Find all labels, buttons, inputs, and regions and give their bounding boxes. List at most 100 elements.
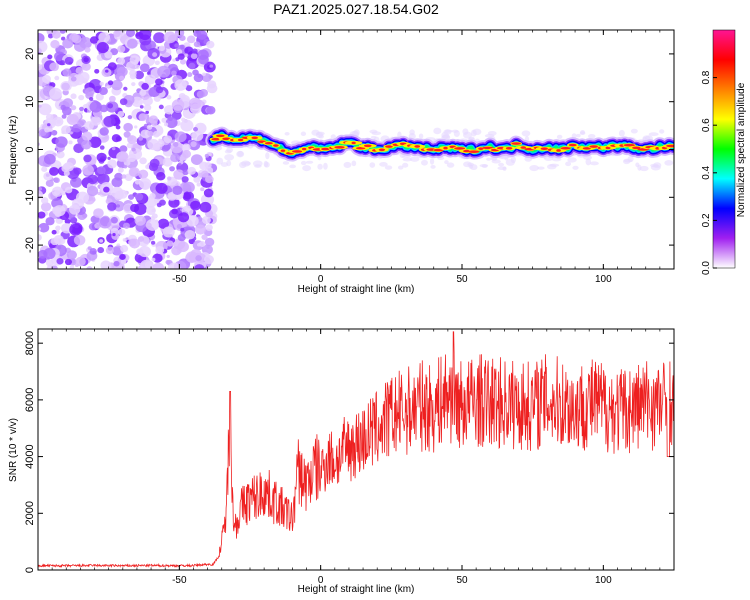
noise-blob [62, 106, 72, 116]
snr-series-line [38, 331, 674, 569]
x-tick-label: 50 [456, 274, 468, 285]
noise-blob [163, 31, 177, 44]
noise-blob [208, 74, 213, 79]
noise-blob [163, 135, 173, 144]
noise-blob [62, 165, 67, 170]
noise-blob [71, 34, 82, 44]
y-tick-label: 2000 [24, 501, 36, 525]
noise-blob [117, 45, 126, 53]
faint-blob [587, 134, 596, 139]
noise-blob [182, 169, 189, 176]
noise-blob [95, 93, 104, 101]
noise-blob [62, 98, 74, 108]
noise-blob [38, 186, 43, 191]
noise-blob [201, 234, 208, 240]
noise-blob [53, 177, 60, 184]
ridge-core [385, 145, 393, 148]
noise-blob [205, 224, 213, 231]
noise-blob [51, 129, 58, 136]
noise-blob [111, 79, 123, 91]
noise-blob [184, 46, 194, 55]
noise-blob [174, 131, 187, 143]
noise-blob [127, 135, 137, 145]
noise-blob [172, 58, 176, 62]
faint-blob [282, 161, 290, 165]
noise-blob [84, 87, 95, 97]
colorbar-tick-label: 0.6 [701, 118, 712, 132]
noise-blob [116, 204, 121, 208]
faint-blob [433, 127, 442, 135]
faint-blob [537, 166, 545, 170]
faint-blob [300, 160, 307, 166]
noise-blob [190, 154, 203, 165]
ridge-core [589, 145, 599, 148]
noise-blob [89, 101, 103, 113]
noise-blob [40, 202, 52, 212]
faint-blob [305, 160, 314, 164]
noise-blob [139, 89, 147, 96]
faint-blob [650, 163, 659, 168]
noise-blob [146, 124, 153, 130]
noise-blob [38, 33, 45, 44]
noise-blob [181, 176, 189, 183]
noise-blob [179, 59, 187, 65]
x-tick-label: 100 [595, 274, 612, 285]
noise-blob [206, 106, 216, 115]
noise-blob [62, 38, 74, 49]
noise-blob [116, 151, 129, 162]
noise-blob [113, 260, 120, 267]
noise-blob [120, 259, 127, 265]
noise-blob [145, 110, 149, 114]
faint-blob [451, 129, 459, 133]
noise-blob [104, 51, 113, 59]
noise-blob [181, 143, 191, 152]
noise-blob [180, 119, 194, 132]
faint-blob [630, 128, 638, 134]
noise-blob [86, 266, 93, 269]
faint-blob [463, 161, 472, 168]
noise-blob [127, 153, 137, 163]
noise-blob [162, 226, 175, 238]
ridge-core [632, 146, 641, 150]
noise-blob [163, 122, 169, 127]
noise-blob [70, 259, 76, 264]
noise-blob [196, 182, 201, 187]
noise-blob [183, 192, 192, 200]
faint-blob [300, 131, 307, 136]
noise-blob [173, 169, 185, 180]
noise-blob [62, 68, 72, 77]
noise-blob [138, 136, 143, 141]
noise-blob [123, 86, 128, 91]
ridge-core [478, 147, 484, 150]
ridge-core [540, 147, 549, 151]
faint-blob [402, 162, 409, 168]
noise-blob [111, 134, 121, 143]
faint-blob [622, 158, 631, 165]
x-tick-label: 50 [456, 575, 468, 586]
noise-blob [155, 78, 163, 86]
noise-blob [52, 30, 61, 39]
y-tick-label: 0 [24, 567, 36, 573]
noise-blob [145, 222, 152, 229]
noise-blob [88, 136, 102, 148]
snr-frame [37, 328, 675, 571]
faint-blob [430, 164, 436, 169]
noise-blob [182, 181, 195, 193]
noise-blob [190, 141, 197, 148]
noise-blob [84, 121, 94, 131]
noise-blob [204, 237, 215, 247]
snr-marks [38, 331, 674, 569]
faint-blob [254, 164, 262, 168]
noise-blob [128, 238, 137, 247]
noise-blob [117, 228, 126, 236]
noise-blob [171, 70, 177, 76]
noise-blob [75, 256, 86, 267]
colorbar-tick-label: 0.0 [701, 261, 712, 275]
faint-blob [589, 161, 599, 166]
faint-blob [579, 131, 586, 136]
noise-blob [166, 176, 172, 181]
faint-blob [409, 129, 415, 136]
noise-blob [119, 253, 126, 261]
noise-blob [167, 191, 177, 201]
noise-blob [70, 176, 82, 188]
